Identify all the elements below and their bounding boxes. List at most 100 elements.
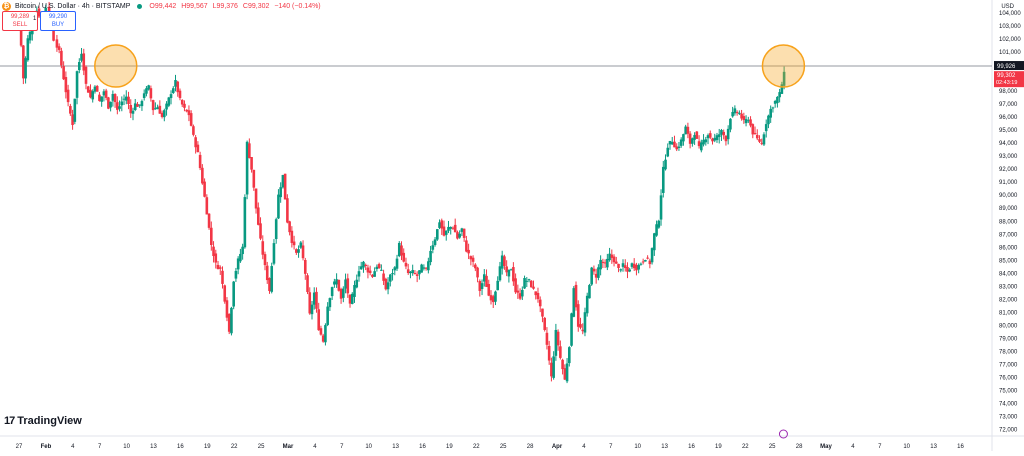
candle-body <box>776 96 779 104</box>
candle-body <box>138 104 142 106</box>
candle-body <box>252 169 256 188</box>
candle-body <box>355 279 359 288</box>
candle-body <box>319 328 323 335</box>
time-tick-label: 7 <box>609 444 613 450</box>
candle-body <box>52 23 55 41</box>
candle-body <box>357 271 361 277</box>
price-tick-label: 91,000 <box>999 180 1018 186</box>
candle-body <box>344 279 347 289</box>
candle-body <box>738 112 741 114</box>
candle-body <box>695 131 699 139</box>
candle-body <box>749 119 752 126</box>
candle-body <box>471 257 475 262</box>
candle-body <box>265 265 269 281</box>
candle-body <box>503 256 506 266</box>
candle-body <box>733 108 737 114</box>
candle-body <box>769 108 772 118</box>
symbol-title[interactable]: Bitcoin / U.S. Dollar · 4h · BITSTAMP <box>15 3 131 10</box>
price-tick-label: 97,000 <box>999 102 1018 108</box>
candle-body <box>198 154 202 169</box>
candle-body <box>458 233 461 238</box>
candle-body <box>724 135 728 142</box>
last-price-label: 99,302 <box>997 73 1016 79</box>
currency-label[interactable]: USD <box>1001 4 1014 10</box>
candle-body <box>167 97 171 106</box>
candle-body <box>762 134 766 145</box>
candle-body <box>641 261 645 263</box>
candle-body <box>292 241 296 246</box>
price-tick-label: 87,000 <box>999 232 1018 238</box>
highlight-circle-left[interactable] <box>94 44 138 88</box>
candle-body <box>402 252 406 262</box>
price-tick-label: 103,000 <box>999 24 1021 30</box>
time-tick-label: 10 <box>123 444 130 450</box>
candle-body <box>400 245 403 256</box>
highlight-circle-right[interactable] <box>761 44 806 88</box>
candle-body <box>84 66 88 84</box>
candle-body <box>456 232 459 239</box>
candle-body <box>621 263 625 267</box>
candle-body <box>632 263 636 269</box>
candle-body <box>73 98 77 122</box>
candle-body <box>86 86 90 93</box>
price-tick-label: 84,000 <box>999 271 1018 277</box>
candle-body <box>277 194 280 219</box>
candle-body <box>744 119 748 124</box>
candle-body <box>272 243 276 264</box>
candle-body <box>109 101 112 108</box>
candle-body <box>514 278 517 293</box>
candle-body <box>697 141 701 147</box>
candle-body <box>346 278 350 294</box>
candle-body <box>717 134 721 138</box>
candle-body <box>579 324 582 328</box>
sell-label: SELL <box>12 22 28 28</box>
candle-body <box>677 146 681 148</box>
candle-body <box>165 103 168 110</box>
time-tick-label: 10 <box>365 444 372 450</box>
ohlc-values: O99,442 H99,567 L99,376 C99,302 −140 (−0… <box>149 3 323 10</box>
candle-body <box>496 280 500 291</box>
candle-body <box>368 270 372 274</box>
candle-body <box>395 258 399 269</box>
candle-body <box>290 230 294 243</box>
time-tick-label: 4 <box>851 444 855 450</box>
candle-body <box>516 290 520 293</box>
replay-icon[interactable] <box>778 429 788 439</box>
spread-value: 1 <box>33 16 37 22</box>
candle-body <box>614 261 618 264</box>
buy-button[interactable]: 99,290 BUY <box>40 11 76 31</box>
candle-body <box>64 77 68 93</box>
candle-body <box>650 248 654 263</box>
candle-body <box>236 258 240 270</box>
candle-body <box>221 270 224 284</box>
candle-body <box>393 267 397 271</box>
candle-body <box>476 267 479 278</box>
candle-body <box>234 270 238 279</box>
price-tick-label: 78,000 <box>999 349 1018 355</box>
tradingview-logo[interactable]: 17 TradingView <box>4 415 82 427</box>
price-tick-label: 95,000 <box>999 128 1018 134</box>
candle-body <box>606 258 609 268</box>
sell-button[interactable]: 99,289 SELL <box>2 11 38 31</box>
candle-body <box>389 274 392 282</box>
candle-body <box>438 222 441 228</box>
candle-body <box>371 274 374 277</box>
candle-body <box>588 285 591 299</box>
candle-body <box>433 239 437 246</box>
candle-body <box>104 90 108 98</box>
candle-body <box>619 269 623 271</box>
price-tick-label: 76,000 <box>999 375 1018 381</box>
candle-body <box>359 266 363 270</box>
candle-body <box>131 110 135 114</box>
candle-body <box>536 292 540 300</box>
candle-body <box>297 249 300 253</box>
candle-body <box>330 287 334 297</box>
candle-body <box>462 228 466 238</box>
price-tick-label: 90,000 <box>999 193 1018 199</box>
candle-body <box>127 96 130 105</box>
candle-body <box>782 71 786 86</box>
candle-body <box>147 85 150 90</box>
candle-body <box>465 240 468 252</box>
